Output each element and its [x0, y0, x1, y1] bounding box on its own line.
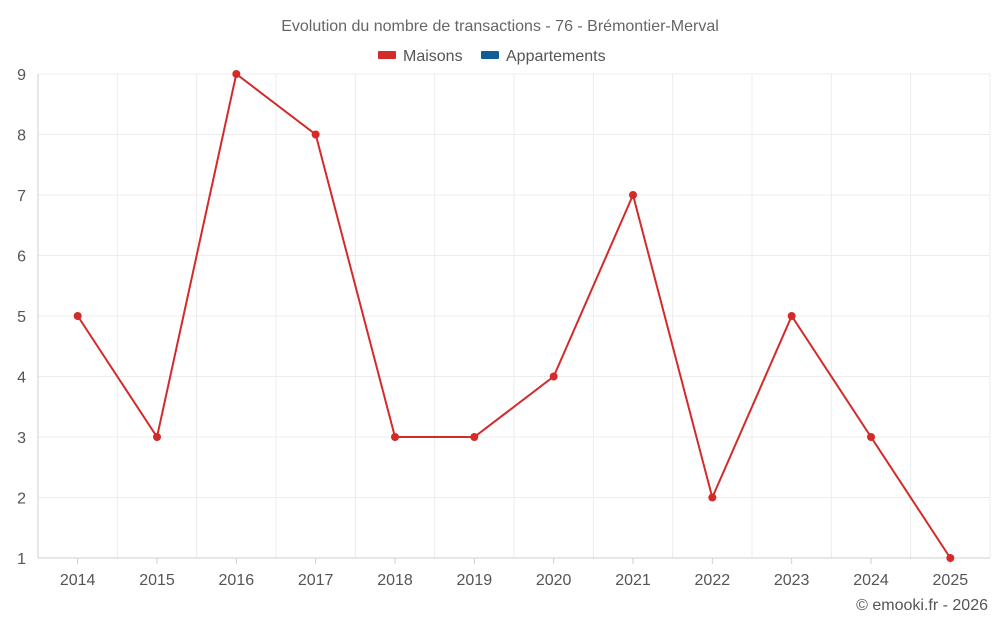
data-point-maisons-2015[interactable]	[153, 433, 161, 441]
chart-title: Evolution du nombre de transactions - 76…	[281, 18, 719, 35]
data-point-maisons-2016[interactable]	[232, 70, 241, 78]
x-tick-label: 2025	[933, 572, 969, 589]
y-tick-label: 5	[17, 309, 26, 326]
y-tick-label: 2	[17, 491, 26, 508]
data-point-maisons-2023[interactable]	[787, 312, 796, 320]
y-tick-label: 6	[17, 249, 26, 266]
data-point-maisons-2022[interactable]	[708, 493, 717, 502]
data-point-maisons-2019[interactable]	[470, 433, 479, 441]
data-point-maisons-2020[interactable]	[549, 372, 558, 381]
x-tick-label: 2016	[219, 572, 255, 589]
y-tick-label: 8	[17, 128, 26, 145]
axes: 1 2 3 4 5 6 7 8 9 2014 2015 2016 2017 2018 2019 2020 202…	[17, 67, 990, 589]
data-point-maisons-2017[interactable]	[311, 130, 320, 139]
y-tick-label: 4	[17, 370, 26, 387]
x-tick-label: 2024	[853, 572, 889, 589]
data-point-maisons-2021[interactable]	[629, 191, 637, 199]
y-tick-label: 7	[17, 188, 26, 205]
legend: Maisons Appartements	[378, 48, 606, 65]
data-point-maisons-2024[interactable]	[867, 433, 875, 441]
x-tick-label: 2015	[139, 572, 175, 589]
y-tick-label: 3	[17, 430, 26, 447]
legend-swatch-appartements	[481, 51, 499, 59]
data-point-maisons-2025[interactable]	[946, 554, 955, 562]
series	[73, 70, 955, 562]
x-tick-label: 2017	[298, 572, 334, 589]
legend-swatch-maisons	[378, 51, 396, 59]
grid	[37, 73, 991, 558]
legend-item-appartements[interactable]: Appartements	[481, 48, 606, 65]
series-line-maisons	[76, 72, 952, 559]
x-tick-label: 2022	[695, 572, 731, 589]
credit-text: © emooki.fr - 2026	[856, 597, 988, 614]
legend-label-maisons: Maisons	[403, 48, 463, 65]
x-tick-label: 2018	[377, 572, 413, 589]
x-tick-label: 2023	[774, 572, 810, 589]
data-point-maisons-2014[interactable]	[73, 312, 82, 320]
x-tick-label: 2014	[60, 572, 96, 589]
x-tick-label: 2019	[457, 572, 493, 589]
y-tick-label: 9	[17, 67, 26, 84]
x-tick-label: 2021	[615, 572, 651, 589]
y-tick-label: 1	[17, 551, 26, 568]
data-point-maisons-2018[interactable]	[391, 433, 399, 441]
legend-item-maisons[interactable]: Maisons	[378, 48, 463, 65]
legend-label-appartements: Appartements	[506, 48, 606, 65]
x-tick-label: 2020	[536, 572, 572, 589]
